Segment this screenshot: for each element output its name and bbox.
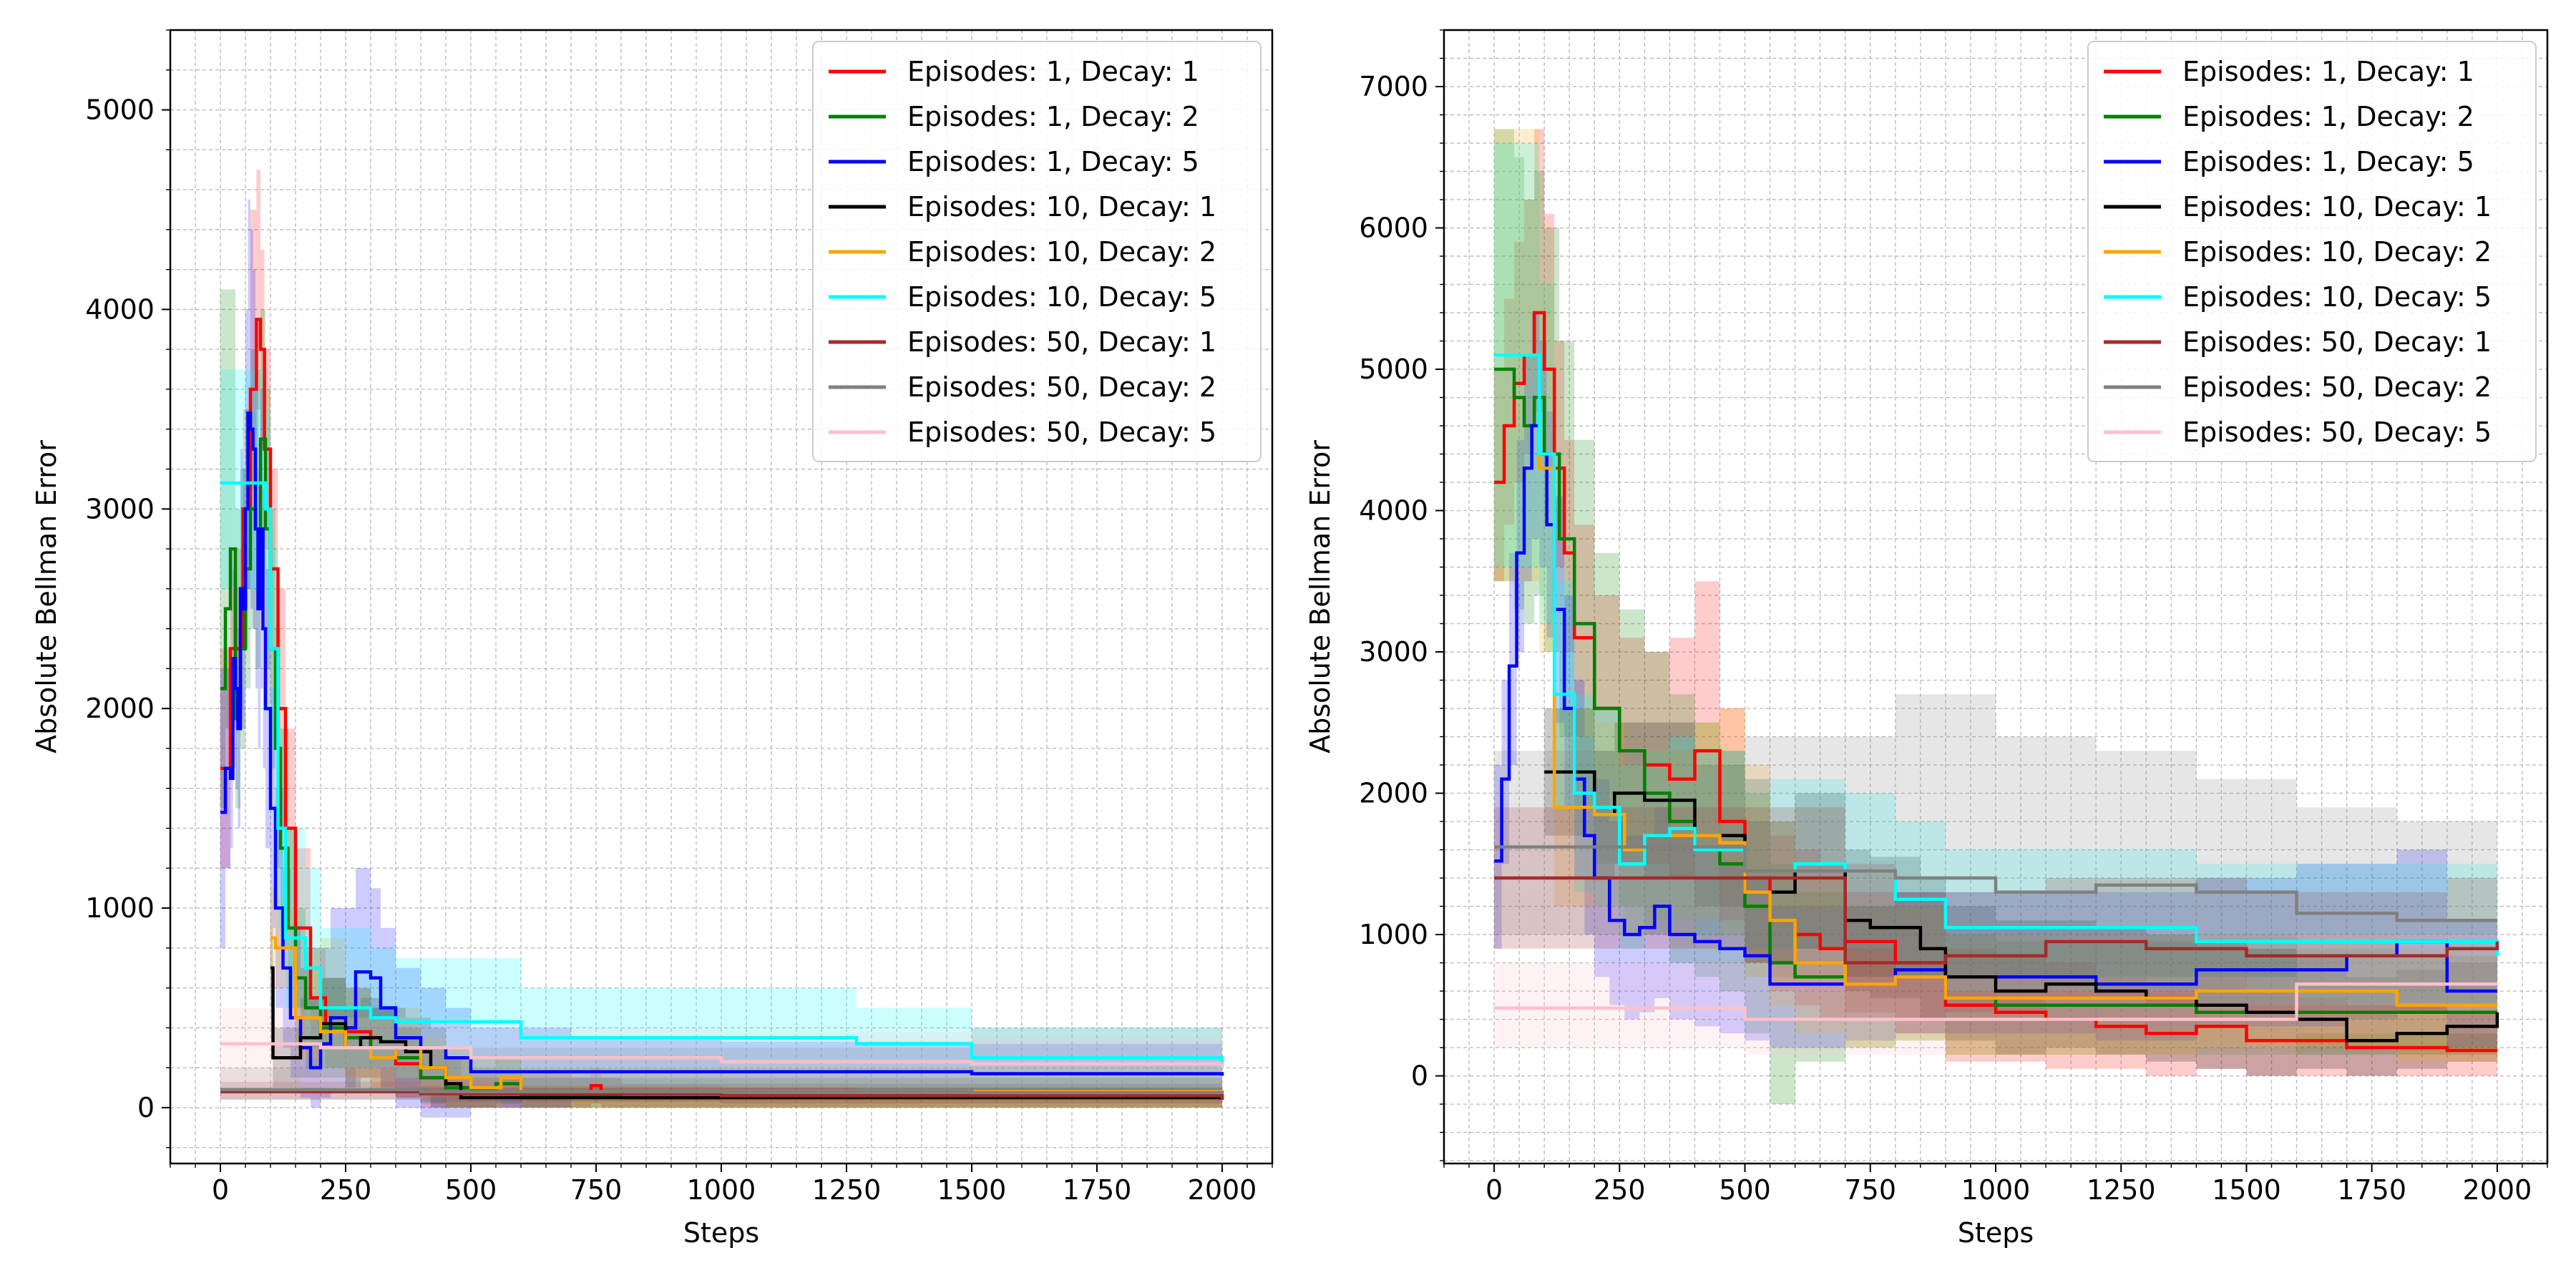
series-band-3 [1494,313,2497,1048]
legend-label: Episodes: 1, Decay: 2 [2182,101,2474,132]
legend-label: Episodes: 10, Decay: 1 [2182,191,2492,223]
y-tick-label: 5000 [85,94,155,126]
x-tick-label: 1500 [2212,1174,2281,1206]
left-plot-area [220,170,1224,1118]
legend-label: Episodes: 1, Decay: 5 [907,146,1199,177]
x-axis-label: Steps [683,1217,759,1249]
y-tick-label: 1000 [1359,919,1428,950]
x-tick-label: 1250 [812,1174,882,1206]
right-plot-area [1494,129,2499,1104]
x-tick-label: 1000 [1961,1174,2031,1206]
series-band-9 [1494,935,2497,1055]
legend-label: Episodes: 10, Decay: 5 [2182,281,2492,313]
left-legend: Episodes: 1, Decay: 1 Episodes: 1, Decay:… [812,41,1262,462]
legend-label: Episodes: 1, Decay: 5 [2182,146,2474,177]
series-band-6 [1494,143,2497,1020]
legend-label: Episodes: 10, Decay: 2 [907,236,1216,268]
x-tick-label: 1000 [687,1174,756,1206]
series-line-6 [220,481,1224,1068]
x-tick-label: 1750 [1063,1174,1132,1206]
x-tick-label: 500 [1719,1174,1771,1206]
legend-label: Episodes: 1, Decay: 2 [907,101,1199,132]
legend-label: Episodes: 50, Decay: 2 [907,371,1216,403]
legend-label: Episodes: 1, Decay: 1 [2182,56,2474,87]
legend-box [812,41,1262,462]
series-line-8 [1494,845,2497,922]
y-axis-label: Absolute Bellman Error [1304,440,1336,753]
x-tick-label: 2000 [1188,1174,1257,1206]
y-tick-label: 2000 [1359,778,1428,809]
series-line-4 [1544,770,2499,1043]
y-tick-label: 2000 [85,693,155,724]
legend-label: Episodes: 50, Decay: 5 [2182,416,2492,448]
y-tick-label: 3000 [1359,636,1428,668]
legend-label: Episodes: 50, Decay: 1 [907,326,1216,358]
y-tick-label: 4000 [1359,495,1428,527]
right-legend: Episodes: 1, Decay: 1 Episodes: 1, Decay:… [2087,41,2537,462]
chart-left: 0 250 500 750 1000 1250 1500 1750 2000 0 1000 2000 3… [31,29,1274,1249]
x-tick-label: 1750 [2337,1174,2406,1206]
series-band-4 [270,927,1222,1108]
series-line-9 [220,1042,1224,1068]
y-tick-label: 1000 [85,892,155,924]
x-tick-label: 1250 [2087,1174,2156,1206]
x-tick-label: 250 [1594,1174,1646,1206]
legend-label: Episodes: 10, Decay: 1 [907,191,1216,223]
legend-label: Episodes: 10, Decay: 2 [2182,236,2492,268]
x-tick-label: 250 [320,1174,372,1206]
legend-box [2087,41,2537,462]
x-tick-label: 750 [570,1174,623,1206]
legend-label: Episodes: 10, Decay: 5 [907,281,1216,313]
y-tick-label: 0 [1411,1060,1428,1092]
series-line-5 [1494,353,2497,1008]
x-axis-label: Steps [1958,1217,2034,1249]
series-line-7 [1494,876,2499,965]
legend-label: Episodes: 1, Decay: 1 [907,56,1199,87]
x-tick-label: 2000 [2463,1174,2532,1206]
series-line-3 [220,411,1224,1076]
y-axis-label: Absolute Bellman Error [31,440,62,753]
x-tick-label: 750 [1845,1174,1897,1206]
legend-label: Episodes: 50, Decay: 1 [2182,326,2492,358]
legend-label: Episodes: 50, Decay: 2 [2182,371,2492,403]
x-tick-label: 500 [445,1174,497,1206]
y-tick-label: 0 [137,1092,155,1123]
series-line-8 [220,1088,1224,1095]
series-band-8 [1494,694,2497,991]
x-tick-label: 0 [1485,1174,1503,1206]
x-tick-label: 0 [212,1174,229,1206]
series-line-9 [1494,982,2497,1021]
y-tick-label: 4000 [85,293,155,325]
x-tick-label: 1500 [937,1174,1007,1206]
series-band-5 [270,888,1222,1108]
legend-label: Episodes: 50, Decay: 5 [907,416,1216,448]
y-tick-label: 6000 [1359,213,1428,244]
y-tick-label: 5000 [1359,353,1428,385]
y-tick-label: 7000 [1359,71,1428,102]
series-band-4 [1544,708,2497,1076]
y-tick-label: 3000 [85,493,155,525]
chart-right: 0 250 500 750 1000 1250 1500 1750 2000 0 1000 2000 3… [1304,29,2549,1249]
